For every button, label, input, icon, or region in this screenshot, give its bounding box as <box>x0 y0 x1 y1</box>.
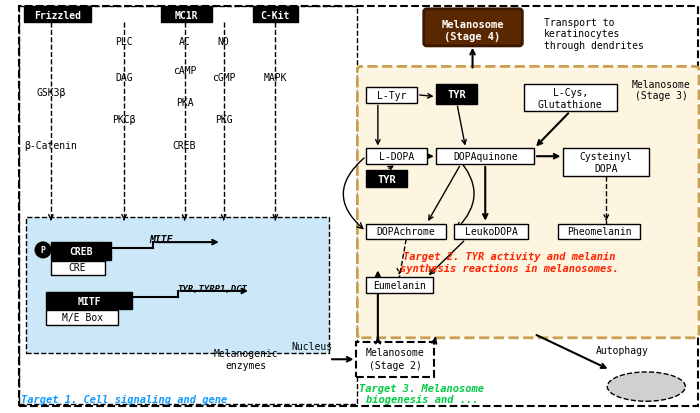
Text: NO: NO <box>218 37 230 47</box>
Text: Autophagy: Autophagy <box>596 346 648 356</box>
FancyBboxPatch shape <box>161 7 212 22</box>
FancyBboxPatch shape <box>559 224 640 240</box>
Text: cGMP: cGMP <box>212 73 235 83</box>
FancyBboxPatch shape <box>424 10 522 47</box>
FancyBboxPatch shape <box>253 7 298 22</box>
Text: Target 1. Cell signaling and gene: Target 1. Cell signaling and gene <box>21 394 228 404</box>
FancyBboxPatch shape <box>51 261 104 275</box>
Text: M/E Box: M/E Box <box>62 313 103 323</box>
Ellipse shape <box>608 372 685 401</box>
Text: Nucleus: Nucleus <box>291 341 332 351</box>
Text: L-Tyr: L-Tyr <box>377 90 406 100</box>
FancyBboxPatch shape <box>358 67 699 338</box>
Text: C-Kit: C-Kit <box>260 11 290 21</box>
Text: CREB: CREB <box>69 246 93 256</box>
Text: Target 3. Melanosome: Target 3. Melanosome <box>359 382 484 393</box>
Text: β-Catenin: β-Catenin <box>25 141 77 151</box>
Text: MAPK: MAPK <box>264 73 287 83</box>
Text: biogenesis and ...: biogenesis and ... <box>365 394 478 404</box>
Text: L-DOPA: L-DOPA <box>379 152 414 162</box>
Text: DOPA: DOPA <box>594 164 618 173</box>
Text: TYR: TYR <box>447 90 466 100</box>
FancyBboxPatch shape <box>366 278 433 293</box>
FancyBboxPatch shape <box>51 242 111 260</box>
Text: enzymes: enzymes <box>225 360 267 370</box>
Text: PKCβ: PKCβ <box>112 115 136 125</box>
FancyBboxPatch shape <box>436 149 534 165</box>
FancyBboxPatch shape <box>356 342 435 377</box>
FancyBboxPatch shape <box>25 7 91 22</box>
Text: through dendrites: through dendrites <box>544 41 644 51</box>
Text: Frizzled: Frizzled <box>34 11 81 21</box>
Text: DAG: DAG <box>116 73 133 83</box>
FancyBboxPatch shape <box>366 149 427 165</box>
Text: GSK3β: GSK3β <box>36 88 66 97</box>
Text: Melanogenic: Melanogenic <box>214 349 279 358</box>
Text: MC1R: MC1R <box>175 11 198 21</box>
Text: PLC: PLC <box>116 37 133 47</box>
Text: cAMP: cAMP <box>173 66 196 76</box>
Text: CREB: CREB <box>173 141 196 151</box>
FancyBboxPatch shape <box>564 149 649 176</box>
Text: TYR,TYRP1,DCT: TYR,TYRP1,DCT <box>177 285 247 294</box>
Text: AC: AC <box>178 37 190 47</box>
Text: PKA: PKA <box>176 97 193 107</box>
Text: Target 2. TYR activity and melanin: Target 2. TYR activity and melanin <box>403 251 616 261</box>
FancyBboxPatch shape <box>366 88 417 103</box>
Text: (Stage 3): (Stage 3) <box>634 90 687 100</box>
FancyBboxPatch shape <box>454 224 528 240</box>
Text: Eumelanin: Eumelanin <box>373 280 426 290</box>
FancyBboxPatch shape <box>366 171 407 188</box>
Text: TYR: TYR <box>377 174 396 184</box>
Text: L-Cys,: L-Cys, <box>552 88 588 97</box>
Circle shape <box>35 242 51 258</box>
FancyBboxPatch shape <box>436 85 477 104</box>
Text: Cysteinyl: Cysteinyl <box>580 152 633 162</box>
Text: Glutathione: Glutathione <box>538 99 603 109</box>
FancyBboxPatch shape <box>46 292 132 310</box>
Text: DOPAquinone: DOPAquinone <box>453 152 517 162</box>
Text: MITF: MITF <box>149 235 173 244</box>
Text: synthesis reactions in melanosomes.: synthesis reactions in melanosomes. <box>400 263 619 273</box>
FancyBboxPatch shape <box>366 224 446 240</box>
Text: Melanosome: Melanosome <box>366 348 425 358</box>
Text: CRE: CRE <box>69 263 86 273</box>
Text: (Stage 4): (Stage 4) <box>444 32 500 42</box>
Text: PKG: PKG <box>215 115 232 125</box>
Text: Melanosome: Melanosome <box>631 80 690 90</box>
FancyBboxPatch shape <box>46 311 118 325</box>
Text: Transport to: Transport to <box>544 17 615 27</box>
Text: P: P <box>41 246 46 255</box>
FancyBboxPatch shape <box>524 85 617 112</box>
Text: Pheomelanin: Pheomelanin <box>567 227 632 237</box>
Text: (Stage 2): (Stage 2) <box>369 360 422 370</box>
FancyBboxPatch shape <box>27 217 329 354</box>
Text: Melanosome: Melanosome <box>441 20 504 31</box>
Text: MITF: MITF <box>77 296 101 306</box>
Text: keratinocytes: keratinocytes <box>544 29 620 39</box>
Text: LeukoDOPA: LeukoDOPA <box>465 227 517 237</box>
Text: DOPAchrome: DOPAchrome <box>377 227 435 237</box>
